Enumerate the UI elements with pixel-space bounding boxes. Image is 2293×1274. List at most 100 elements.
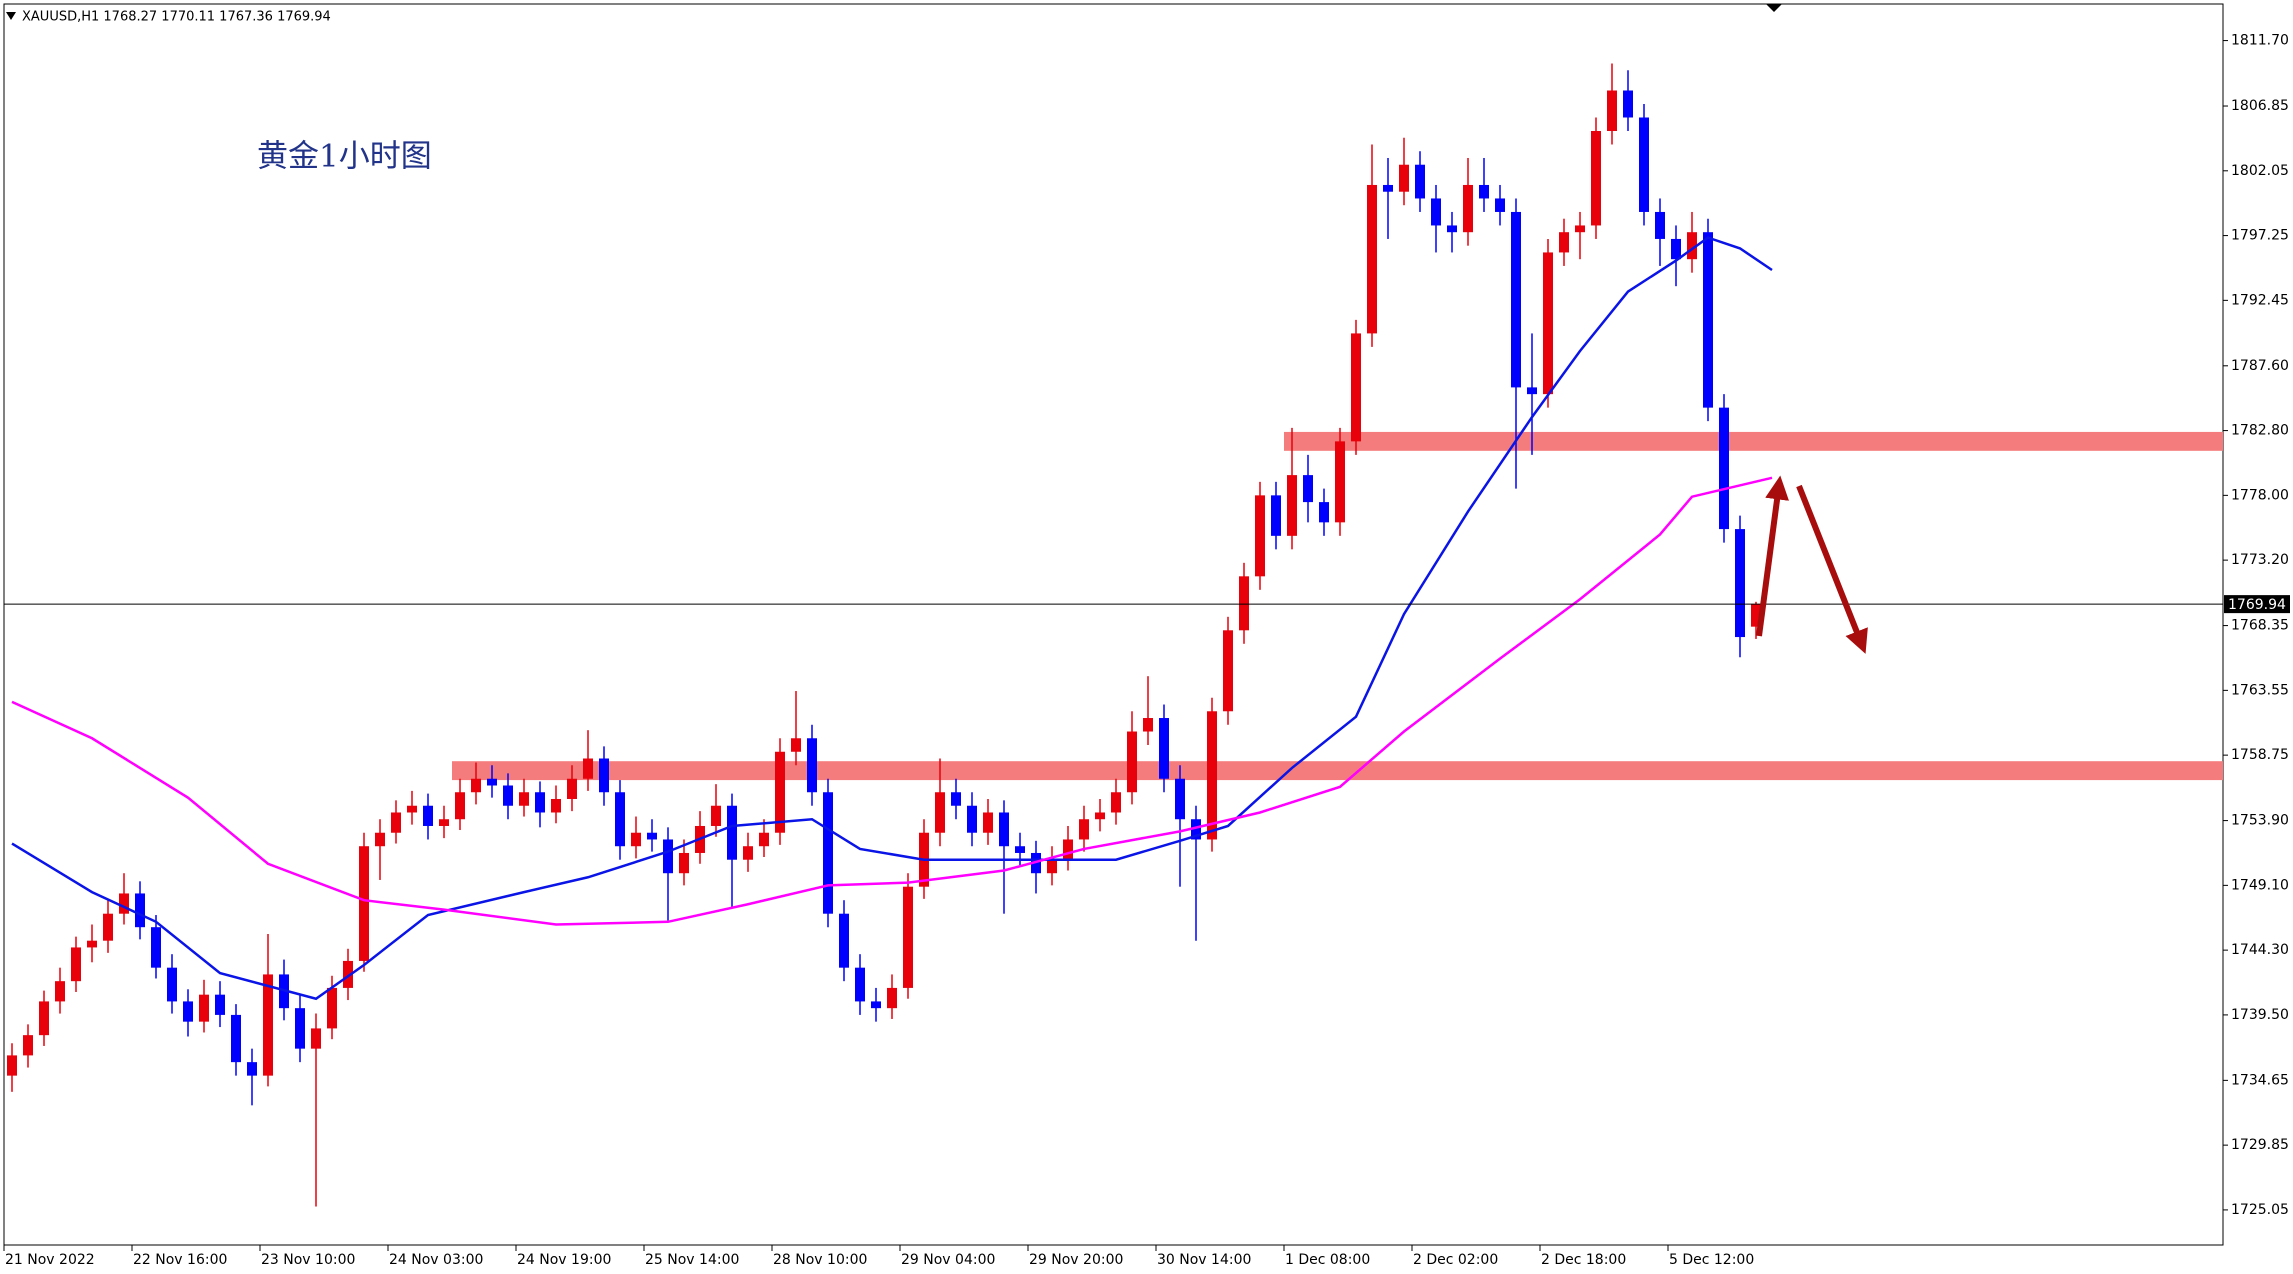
candle-body	[855, 967, 865, 1002]
candle-body	[391, 812, 401, 833]
candle-body	[1719, 407, 1729, 530]
candle-body	[1735, 529, 1745, 638]
y-tick-label: 1763.55	[2231, 682, 2289, 698]
candle-body	[615, 792, 625, 847]
candle-body	[1303, 475, 1313, 503]
candle-body	[535, 792, 545, 813]
candle-body	[1591, 130, 1601, 226]
candle-body	[743, 846, 753, 860]
y-tick-label: 1787.60	[2231, 358, 2289, 374]
x-tick-label: 28 Nov 10:00	[773, 1252, 867, 1268]
candle-body	[1223, 630, 1233, 712]
y-tick-label: 1734.65	[2231, 1072, 2289, 1088]
candle-body	[487, 778, 497, 786]
candle-body	[1463, 184, 1473, 233]
price-zone	[452, 761, 2223, 781]
candle-body	[1367, 184, 1377, 334]
y-tick-label: 1773.20	[2231, 552, 2289, 568]
candle-body	[599, 758, 609, 793]
y-tick-label: 1811.70	[2231, 33, 2289, 49]
candle-body	[1623, 90, 1633, 118]
candle-body	[71, 947, 81, 982]
y-tick-label: 1758.75	[2231, 747, 2289, 763]
candle-body	[1495, 198, 1505, 212]
y-tick-label: 1768.35	[2231, 618, 2289, 634]
candle-body	[135, 893, 145, 928]
candle-body	[39, 1001, 49, 1036]
candle-body	[1047, 859, 1057, 874]
candle-body	[647, 832, 657, 840]
x-tick-label: 30 Nov 14:00	[1157, 1252, 1251, 1268]
plot-frame	[3, 3, 2224, 1246]
candle-body	[1655, 211, 1665, 239]
candle-body	[1543, 252, 1553, 395]
candle-body	[583, 758, 593, 779]
candle-body	[1351, 333, 1361, 442]
symbol-icon	[6, 12, 16, 20]
candle-body	[1287, 475, 1297, 536]
candle-body	[887, 987, 897, 1009]
candle-body	[1415, 164, 1425, 199]
candle-body	[551, 798, 561, 813]
candle-body	[1559, 232, 1569, 253]
candle-body	[1063, 839, 1073, 860]
candle-body	[327, 987, 337, 1029]
y-tick-label: 1778.00	[2231, 487, 2289, 503]
price-zone	[1284, 431, 2223, 451]
up-arrow	[1756, 475, 1790, 637]
candle-body	[119, 893, 129, 914]
candle-body	[1511, 211, 1521, 388]
x-tick-label: 22 Nov 16:00	[133, 1252, 227, 1268]
y-tick-label: 1802.05	[2231, 163, 2289, 179]
candle-body	[1671, 238, 1681, 260]
x-tick-label: 1 Dec 08:00	[1285, 1252, 1370, 1268]
candle-body	[1271, 495, 1281, 536]
candle-body	[1383, 184, 1393, 192]
candle-body	[263, 974, 273, 1076]
candle-body	[663, 839, 673, 874]
candle-body	[183, 1001, 193, 1022]
candle-body	[1079, 819, 1089, 840]
y-tick-label: 1729.85	[2231, 1137, 2289, 1153]
candle-body	[23, 1035, 33, 1056]
candle-body	[839, 913, 849, 968]
candle-body	[823, 792, 833, 914]
candle-body	[55, 981, 65, 1002]
candle-body	[311, 1028, 321, 1049]
last-price-label: 1769.94	[2228, 597, 2286, 613]
candle-body	[215, 994, 225, 1015]
candle-body	[1335, 441, 1345, 523]
candle-body	[1127, 731, 1137, 793]
candle-body	[423, 805, 433, 826]
candle-body	[343, 960, 353, 988]
candle-body	[1479, 184, 1489, 199]
x-tick-label: 24 Nov 03:00	[389, 1252, 483, 1268]
candle-body	[631, 832, 641, 847]
candle-body	[951, 792, 961, 806]
candle-body	[1607, 90, 1617, 131]
candle-body	[903, 886, 913, 988]
candle-body	[1143, 718, 1153, 732]
shift-marker	[1766, 4, 1782, 12]
candle-body	[1175, 778, 1185, 820]
y-tick-label: 1744.30	[2231, 942, 2289, 958]
candle-body	[87, 940, 97, 948]
y-tick-label: 1782.80	[2231, 423, 2289, 439]
candle-body	[199, 994, 209, 1022]
candle-body	[1111, 792, 1121, 813]
candle-body	[1703, 232, 1713, 408]
candle-body	[151, 927, 161, 968]
candle-body	[359, 846, 369, 961]
x-tick-label: 21 Nov 2022	[5, 1252, 95, 1268]
candle-body	[727, 805, 737, 860]
candle-body	[471, 778, 481, 793]
candle-body	[567, 778, 577, 799]
y-tick-label: 1749.10	[2231, 877, 2289, 893]
x-tick-label: 5 Dec 12:00	[1669, 1252, 1754, 1268]
candle-body	[983, 812, 993, 833]
candle-body	[103, 913, 113, 941]
x-tick-label: 23 Nov 10:00	[261, 1252, 355, 1268]
candle-body	[1207, 711, 1217, 840]
y-tick-label: 1753.90	[2231, 813, 2289, 829]
